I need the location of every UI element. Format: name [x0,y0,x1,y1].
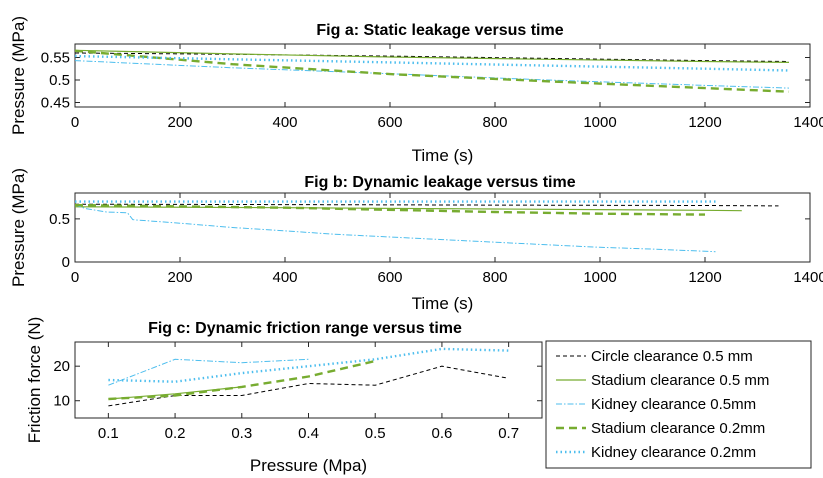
x-axis-label: Pressure (Mpa) [250,456,367,475]
series-line-b-2 [74,206,742,212]
x-tick-label: 0.5 [365,425,386,442]
chart-b: Fig b: Dynamic leakage versus time 0 200 40… [9,168,823,313]
series-line-b-4 [74,203,706,216]
legend-label: Kidney clearance 0.2mm [591,444,756,461]
x-tick-label: 600 [377,269,402,286]
chart-title: Fig a: Static leakage versus time [316,22,563,39]
y-tick-label: 0.5 [49,211,70,228]
x-tick-label: 0.3 [231,425,252,442]
y-tick-label: 0.55 [41,50,70,67]
plot-frame [74,192,811,263]
legend-label: Circle clearance 0.5 mm [591,348,753,365]
chart-c: Fig c: Dynamic friction range versus tim… [25,317,543,475]
y-tick-label: 20 [53,358,70,375]
y-axis-label: Pressure (MPa) [9,168,28,287]
series-line-c-3 [108,358,309,386]
y-tick-label: 10 [53,393,70,410]
legend-label: Stadium clearance 0.5 mm [591,372,769,389]
chart-title: Fig c: Dynamic friction range versus tim… [148,320,462,337]
x-tick-label: 0.4 [298,425,319,442]
series-line-b-1 [74,203,779,207]
x-tick-label: 1200 [688,114,721,131]
x-tick-label: 0.1 [98,425,119,442]
x-tick-label: 1000 [583,269,616,286]
series-line-c-4 [108,359,376,401]
x-tick-label: 800 [482,114,507,131]
x-tick-label: 600 [377,114,402,131]
y-axis-label: Friction force (N) [25,317,44,444]
x-tick-label: 0 [71,114,79,131]
x-tick-label: 800 [482,269,507,286]
y-tick-label: 0.5 [49,72,70,89]
plot-frame [74,43,811,108]
y-tick-label: 0.45 [41,95,70,112]
series-line-b-3 [74,204,716,253]
y-tick-label: 0 [62,254,70,271]
x-tick-label: 1400 [793,269,823,286]
x-axis-label: Time (s) [412,146,474,165]
chart-title: Fig b: Dynamic leakage versus time [304,174,575,191]
x-tick-label: 1000 [583,114,616,131]
chart-a: Fig a: Static leakage versus time 0 200 400… [9,16,823,165]
series-line-a-2 [74,49,790,63]
y-axis-label: Pressure (MPa) [9,16,28,135]
series-line-a-4 [74,49,790,93]
x-axis-label: Time (s) [412,294,474,313]
legend: Circle clearance 0.5 mm Stadium clearance… [545,340,812,469]
legend-label: Stadium clearance 0.2mm [591,420,765,437]
x-tick-label: 0 [71,269,79,286]
x-tick-label: 0.6 [431,425,452,442]
x-tick-label: 0.7 [498,425,519,442]
legend-label: Kidney clearance 0.5mm [591,396,756,413]
x-tick-label: 1200 [688,269,721,286]
series-line-a-1 [74,52,790,62]
x-tick-label: 400 [272,114,297,131]
legend-box [545,340,812,469]
series-line-a-5 [74,54,790,72]
x-tick-label: 200 [167,269,192,286]
x-tick-label: 1400 [793,114,823,131]
series-line-a-3 [74,60,790,89]
x-tick-label: 0.2 [165,425,186,442]
series-line-c-1 [108,365,509,407]
x-tick-label: 400 [272,269,297,286]
x-tick-label: 200 [167,114,192,131]
